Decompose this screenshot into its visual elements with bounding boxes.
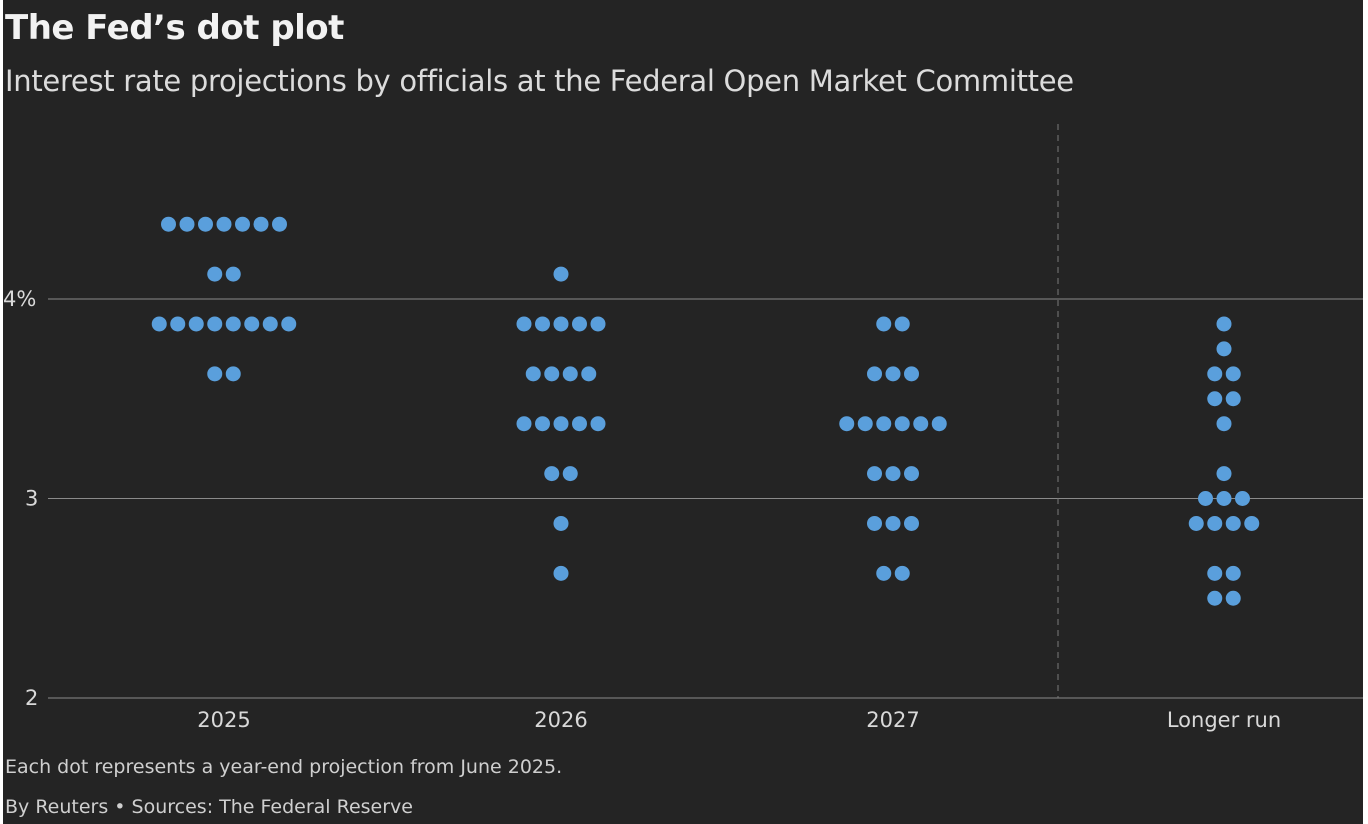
projection-dot bbox=[876, 316, 892, 332]
dots-layer bbox=[151, 216, 1260, 606]
projection-dot bbox=[904, 466, 919, 482]
x-tick-label: 2027 bbox=[866, 708, 919, 732]
projection-dot bbox=[553, 316, 569, 332]
projection-dot bbox=[1216, 466, 1232, 482]
projection-dot bbox=[562, 466, 578, 482]
projection-dot bbox=[885, 366, 901, 382]
projection-dot bbox=[590, 316, 606, 332]
chart-note: Each dot represents a year-end projectio… bbox=[5, 756, 563, 778]
projection-dot bbox=[1216, 341, 1232, 357]
projection-dot bbox=[885, 515, 901, 531]
projection-dot bbox=[1216, 316, 1232, 332]
projection-dot bbox=[1216, 416, 1232, 432]
y-tick-label: 2 bbox=[25, 686, 38, 710]
projection-dot bbox=[1207, 590, 1223, 606]
projection-dot bbox=[207, 266, 223, 282]
projection-dot bbox=[225, 266, 241, 282]
projection-dot bbox=[225, 316, 241, 332]
chart-panel: The Fed’s dot plot Interest rate project… bbox=[3, 0, 1363, 824]
projection-dot bbox=[553, 565, 569, 581]
projection-dot bbox=[253, 216, 269, 232]
projection-dot bbox=[894, 316, 910, 332]
projection-dot bbox=[1188, 515, 1204, 531]
projection-dot bbox=[544, 366, 560, 382]
projection-dot bbox=[262, 316, 278, 332]
projection-dot bbox=[904, 366, 919, 382]
projection-dot bbox=[188, 316, 204, 332]
projection-dot bbox=[876, 565, 892, 581]
projection-dot bbox=[562, 366, 578, 382]
projection-dot bbox=[590, 416, 606, 432]
y-tick-label: 3 bbox=[25, 487, 38, 511]
projection-dot bbox=[553, 416, 569, 432]
x-tick-label: 2026 bbox=[534, 708, 587, 732]
projection-dot bbox=[1216, 491, 1232, 506]
projection-dot bbox=[1225, 565, 1241, 581]
projection-dot bbox=[516, 416, 532, 432]
projection-dot bbox=[535, 416, 550, 432]
projection-dot bbox=[857, 416, 873, 432]
x-axis-ticks: 2025 2026 2027 Longer run bbox=[197, 708, 1281, 732]
projection-dot bbox=[535, 316, 550, 332]
projection-dot bbox=[516, 316, 532, 332]
projection-dot bbox=[553, 266, 569, 282]
projection-dot bbox=[1207, 565, 1223, 581]
projection-dot bbox=[170, 316, 186, 332]
chart-source: By Reuters • Sources: The Federal Reserv… bbox=[5, 796, 413, 818]
projection-dot bbox=[207, 316, 223, 332]
dot-plot-chart: 2 3 4% 2025 2026 2027 Longer run bbox=[3, 124, 1363, 732]
projection-dot bbox=[572, 416, 587, 432]
x-tick-label: Longer run bbox=[1167, 708, 1281, 732]
projection-dot bbox=[867, 366, 882, 382]
grid-layer bbox=[48, 124, 1363, 699]
projection-dot bbox=[1235, 491, 1250, 506]
projection-dot bbox=[867, 466, 882, 482]
projection-dot bbox=[235, 216, 250, 232]
projection-dot bbox=[1225, 366, 1241, 382]
projection-dot bbox=[904, 515, 919, 531]
projection-dot bbox=[876, 416, 892, 432]
projection-dot bbox=[553, 515, 569, 531]
chart-subtitle: Interest rate projections by officials a… bbox=[5, 64, 1074, 98]
projection-dot bbox=[225, 366, 241, 382]
projection-dot bbox=[839, 416, 855, 432]
projection-dot bbox=[1198, 491, 1213, 506]
projection-dot bbox=[1244, 515, 1260, 531]
projection-dot bbox=[913, 416, 929, 432]
projection-dot bbox=[1207, 515, 1223, 531]
y-axis-ticks: 2 3 4% bbox=[3, 287, 38, 710]
projection-dot bbox=[581, 366, 597, 382]
projection-dot bbox=[867, 515, 882, 531]
projection-dot bbox=[198, 216, 213, 232]
projection-dot bbox=[272, 216, 287, 232]
projection-dot bbox=[161, 216, 176, 232]
y-tick-label: 4% bbox=[3, 287, 36, 311]
projection-dot bbox=[281, 316, 297, 332]
projection-dot bbox=[151, 316, 167, 332]
projection-dot bbox=[1225, 391, 1241, 407]
projection-dot bbox=[544, 466, 560, 482]
projection-dot bbox=[179, 216, 195, 232]
projection-dot bbox=[207, 366, 223, 382]
projection-dot bbox=[894, 416, 910, 432]
projection-dot bbox=[525, 366, 541, 382]
projection-dot bbox=[894, 565, 910, 581]
chart-title: The Fed’s dot plot bbox=[5, 8, 344, 48]
projection-dot bbox=[1225, 590, 1241, 606]
projection-dot bbox=[1207, 366, 1223, 382]
projection-dot bbox=[572, 316, 587, 332]
projection-dot bbox=[1225, 515, 1241, 531]
projection-dot bbox=[1207, 391, 1223, 407]
projection-dot bbox=[885, 466, 901, 482]
projection-dot bbox=[931, 416, 947, 432]
projection-dot bbox=[244, 316, 260, 332]
x-tick-label: 2025 bbox=[197, 708, 250, 732]
projection-dot bbox=[216, 216, 232, 232]
